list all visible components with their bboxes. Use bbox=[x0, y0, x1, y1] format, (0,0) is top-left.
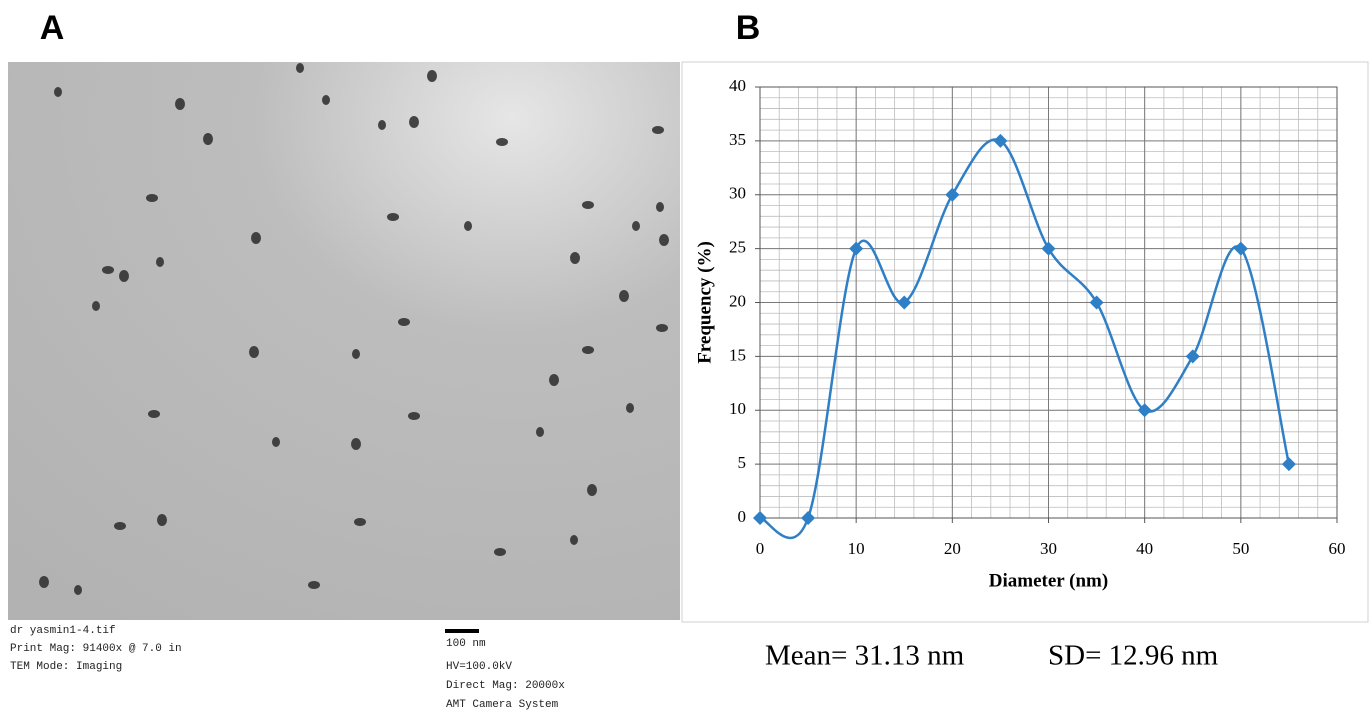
particle bbox=[626, 403, 634, 413]
particle bbox=[656, 324, 668, 332]
x-tick-label: 50 bbox=[1232, 539, 1249, 558]
particle bbox=[92, 301, 100, 311]
particle bbox=[570, 252, 580, 264]
y-tick-label: 25 bbox=[729, 238, 746, 257]
particle bbox=[354, 518, 366, 526]
marker bbox=[849, 241, 864, 256]
particle bbox=[308, 581, 320, 589]
particle bbox=[494, 548, 506, 556]
particle bbox=[249, 346, 259, 358]
x-tick-label: 60 bbox=[1329, 539, 1346, 558]
y-axis-title: Frequency (%) bbox=[694, 241, 715, 364]
panel-label: A bbox=[40, 9, 65, 47]
particle bbox=[156, 257, 164, 267]
particle bbox=[119, 270, 129, 282]
particle bbox=[39, 576, 49, 588]
chart-frame bbox=[681, 61, 1369, 623]
particle bbox=[587, 484, 597, 496]
image-caption: Print Mag: 91400x @ 7.0 in bbox=[10, 643, 182, 655]
marker bbox=[1233, 241, 1248, 256]
particle bbox=[322, 95, 330, 105]
summary-mean: Mean= 31.13 nm bbox=[765, 640, 965, 672]
tem-particles bbox=[39, 63, 669, 595]
particle bbox=[351, 438, 361, 450]
particle bbox=[632, 221, 640, 231]
y-tick-label: 20 bbox=[729, 291, 746, 310]
x-tick-label: 20 bbox=[944, 539, 961, 558]
scale-bar bbox=[445, 629, 479, 633]
summary-sd: SD= 12.96 nm bbox=[1048, 640, 1219, 672]
marker bbox=[801, 511, 816, 525]
x-tick-label: 30 bbox=[1040, 539, 1057, 558]
y-tick-label: 10 bbox=[729, 399, 746, 418]
particle bbox=[74, 585, 82, 595]
particle bbox=[296, 63, 304, 73]
particle bbox=[408, 412, 420, 420]
particle bbox=[148, 410, 160, 418]
particle bbox=[659, 234, 669, 246]
particle bbox=[582, 201, 594, 209]
y-tick-label: 30 bbox=[729, 184, 746, 203]
chart: 0 10 20 30 40 50 60 0 5 10 15 20 25 30 35 40 Diameter (n… bbox=[694, 76, 1345, 591]
image-caption: dr yasmin1-4.tif bbox=[10, 625, 116, 637]
scale-bar-label: 100 nm bbox=[446, 638, 486, 650]
particle bbox=[272, 437, 280, 447]
y-tick-label: 0 bbox=[738, 507, 747, 526]
particle bbox=[378, 120, 386, 130]
x-tick-label: 10 bbox=[848, 539, 865, 558]
image-caption: TEM Mode: Imaging bbox=[10, 661, 122, 673]
particle bbox=[582, 346, 594, 354]
marker bbox=[993, 133, 1008, 148]
particle bbox=[536, 427, 544, 437]
particle bbox=[114, 522, 126, 530]
y-tick-label: 40 bbox=[729, 76, 746, 95]
marker bbox=[1089, 295, 1104, 310]
particle bbox=[398, 318, 410, 326]
particle bbox=[157, 514, 167, 526]
marker bbox=[1041, 241, 1056, 256]
particle bbox=[652, 126, 664, 134]
marker bbox=[945, 187, 960, 202]
image-caption: HV=100.0kV bbox=[446, 661, 512, 673]
series-line bbox=[759, 138, 1291, 540]
marker bbox=[1185, 349, 1200, 364]
particle bbox=[251, 232, 261, 244]
x-tick-label: 0 bbox=[756, 539, 765, 558]
marker bbox=[1137, 403, 1152, 418]
particle bbox=[619, 290, 629, 302]
marker bbox=[897, 295, 912, 310]
y-tick-label: 15 bbox=[729, 345, 746, 364]
particle bbox=[387, 213, 399, 221]
x-axis-title: Diameter (nm) bbox=[989, 570, 1108, 591]
y-tick-label: 5 bbox=[738, 453, 747, 472]
particle bbox=[102, 266, 114, 274]
image-caption: AMT Camera System bbox=[446, 699, 559, 711]
particle bbox=[427, 70, 437, 82]
particle bbox=[146, 194, 158, 202]
particle bbox=[549, 374, 559, 386]
particle bbox=[656, 202, 664, 212]
plot-border bbox=[759, 86, 1338, 519]
particle bbox=[409, 116, 419, 128]
marker bbox=[753, 511, 767, 525]
y-tick-label: 35 bbox=[729, 130, 746, 149]
marker bbox=[1281, 457, 1296, 472]
particle bbox=[203, 133, 213, 145]
particle bbox=[54, 87, 62, 97]
particle bbox=[464, 221, 472, 231]
tem-image bbox=[8, 62, 680, 620]
image-caption: Direct Mag: 20000x bbox=[446, 680, 565, 692]
particle bbox=[496, 138, 508, 146]
particle bbox=[352, 349, 360, 359]
panel-label: B bbox=[736, 9, 761, 47]
particle bbox=[175, 98, 185, 110]
x-tick-label: 40 bbox=[1136, 539, 1153, 558]
particle bbox=[570, 535, 578, 545]
